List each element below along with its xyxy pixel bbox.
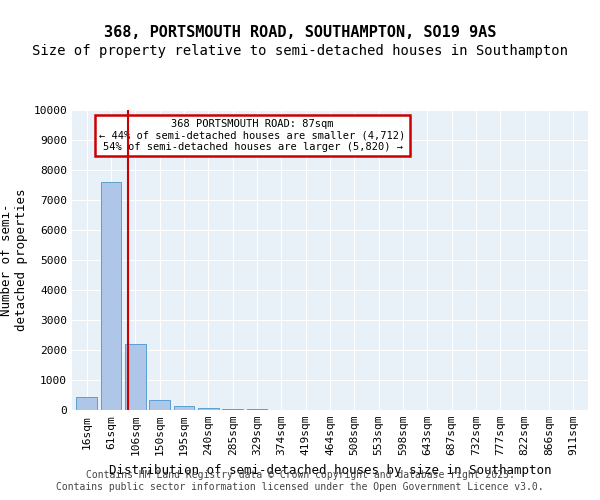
Bar	[76, 397, 97, 410]
X-axis label: Distribution of semi-detached houses by size in Southampton: Distribution of semi-detached houses by …	[109, 464, 551, 476]
Bar	[101, 182, 121, 410]
Text: Size of property relative to semi-detached houses in Southampton: Size of property relative to semi-detach…	[32, 44, 568, 58]
Y-axis label: Number of semi-
detached properties: Number of semi- detached properties	[0, 188, 28, 331]
Bar	[149, 400, 170, 410]
Text: Contains public sector information licensed under the Open Government Licence v3: Contains public sector information licen…	[56, 482, 544, 492]
Bar	[173, 406, 194, 410]
Bar	[125, 344, 146, 410]
Text: 368, PORTSMOUTH ROAD, SOUTHAMPTON, SO19 9AS: 368, PORTSMOUTH ROAD, SOUTHAMPTON, SO19 …	[104, 25, 496, 40]
Text: 368 PORTSMOUTH ROAD: 87sqm
← 44% of semi-detached houses are smaller (4,712)
54%: 368 PORTSMOUTH ROAD: 87sqm ← 44% of semi…	[100, 119, 406, 152]
Bar	[198, 408, 218, 410]
Text: Contains HM Land Registry data © Crown copyright and database right 2025.: Contains HM Land Registry data © Crown c…	[86, 470, 514, 480]
Bar	[222, 409, 243, 410]
